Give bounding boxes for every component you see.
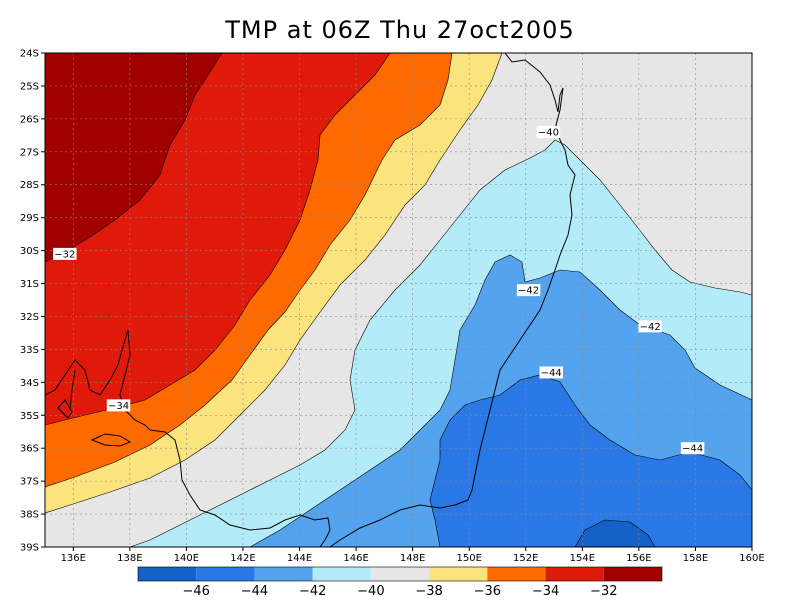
lat-tick-label: 32S — [20, 312, 39, 323]
longitude-axis: 136E 138E 140E 142E 144E 146E 148E 150E 152E 154E… — [61, 547, 765, 564]
contour-label: −44 — [541, 368, 562, 379]
contour-label-box — [638, 320, 662, 333]
contour-label-box — [53, 247, 77, 260]
lon-tick-label: 148E — [400, 553, 425, 564]
contour-label-box — [536, 126, 561, 139]
colorbar-label: −38 — [415, 584, 442, 599]
contour-label-box — [539, 366, 563, 379]
colorbar-label: −34 — [532, 584, 559, 599]
colorbar-label: −42 — [299, 584, 326, 599]
contour-label: −40 — [538, 128, 559, 139]
lat-tick-label: 30S — [20, 246, 39, 257]
contour-label-box — [106, 399, 131, 412]
filled-contours — [45, 53, 752, 547]
lon-tick-label: 156E — [626, 553, 651, 564]
contour-label: −42 — [640, 322, 661, 333]
lat-tick-label: 28S — [20, 180, 39, 191]
contour-label: −44 — [682, 444, 703, 455]
map-title: TMP at 06Z Thu 27oct2005 — [225, 16, 575, 44]
contour-label-box — [680, 442, 705, 455]
lon-tick-label: 154E — [570, 553, 595, 564]
colorbar-label: −46 — [183, 584, 210, 599]
contour-labels: −40 −32 −42 −42 −44 −34 −44 — [53, 126, 705, 455]
band-above-minus32 — [45, 53, 222, 262]
lat-tick-label: 25S — [20, 81, 39, 92]
colorbar-swatch — [429, 567, 488, 581]
contour-label-box — [516, 284, 541, 297]
lon-tick-label: 142E — [230, 553, 255, 564]
colorbar-label: −40 — [357, 584, 384, 599]
lat-tick-label: 35S — [20, 411, 39, 422]
contour-label: −34 — [108, 401, 129, 412]
plot-frame — [44, 52, 753, 548]
band-below-minus46 — [575, 520, 655, 547]
colorbar: −46 −44 −42 −40 −38 −36 −34 −32 — [137, 566, 663, 599]
colorbar-swatch — [370, 567, 430, 581]
colorbar-swatch — [254, 567, 313, 581]
colorbar-swatch — [138, 567, 197, 581]
colorbar-swatch — [312, 567, 371, 581]
lat-tick-label: 26S — [20, 114, 39, 125]
coastline — [45, 53, 576, 547]
gridlines — [45, 53, 752, 547]
lon-tick-label: 150E — [456, 553, 481, 564]
lon-tick-label: 146E — [343, 553, 368, 564]
band-minus46-minus44 — [430, 375, 752, 547]
lon-tick-label: 140E — [174, 553, 199, 564]
lat-tick-label: 37S — [20, 477, 39, 488]
colorbar-swatch — [545, 567, 604, 581]
lat-tick-label: 29S — [20, 213, 39, 224]
lat-tick-label: 27S — [20, 147, 39, 158]
colorbar-swatch — [196, 567, 255, 581]
lat-tick-label: 39S — [20, 543, 39, 554]
colorbar-swatch — [487, 567, 546, 581]
contour-label: −32 — [54, 249, 75, 260]
lat-tick-label: 24S — [20, 49, 39, 60]
lon-tick-label: 138E — [117, 553, 142, 564]
colorbar-frame — [137, 566, 663, 582]
latitude-axis: 24S 25S 26S 27S 28S 29S 30S 31S 32S 33S 34S 35S 36S 3… — [20, 49, 45, 554]
lon-tick-label: 160E — [739, 553, 764, 564]
lon-tick-label: 144E — [287, 553, 312, 564]
lat-tick-label: 31S — [20, 279, 39, 290]
lat-tick-label: 33S — [20, 345, 39, 356]
colorbar-label: −32 — [590, 584, 617, 599]
lon-tick-label: 136E — [61, 553, 86, 564]
lon-tick-label: 158E — [683, 553, 708, 564]
lon-tick-label: 152E — [513, 553, 538, 564]
colorbar-label: −36 — [474, 584, 501, 599]
colorbar-swatch — [603, 567, 662, 581]
contour-label: −42 — [518, 286, 539, 297]
lat-tick-label: 36S — [20, 444, 39, 455]
lat-tick-label: 38S — [20, 510, 39, 521]
colorbar-label: −44 — [241, 584, 268, 599]
lat-tick-label: 34S — [20, 378, 39, 389]
